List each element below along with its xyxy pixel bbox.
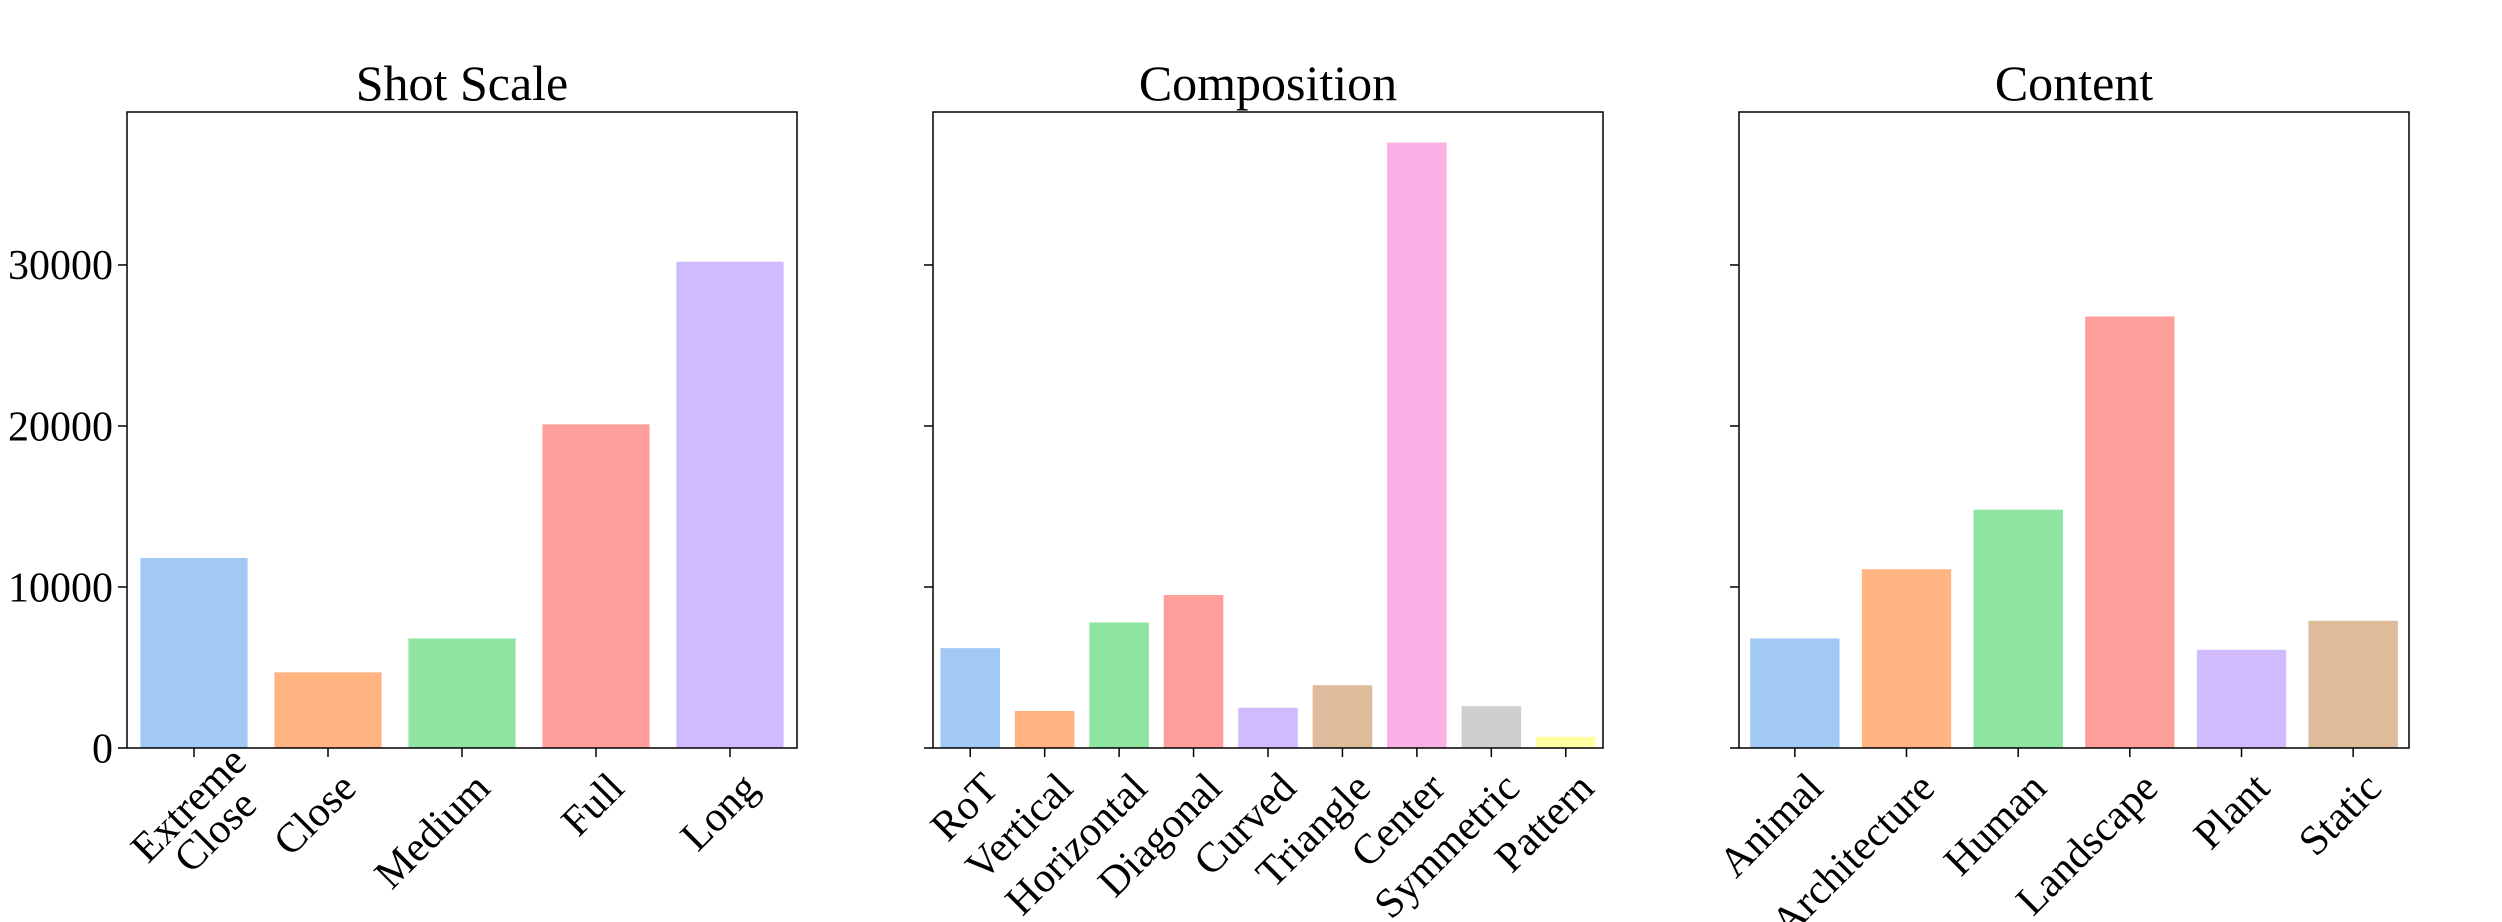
bar-curved bbox=[1238, 707, 1298, 748]
bar-extreme-close bbox=[140, 558, 248, 748]
y-tick-label: 0 bbox=[92, 726, 113, 772]
x-tick-label: Close bbox=[265, 765, 365, 865]
bar-architecture bbox=[1861, 569, 1952, 748]
plot-frame bbox=[1738, 111, 2410, 749]
bar-symmetric bbox=[1461, 706, 1522, 748]
chart-panel-2: CompositionRoTVerticalHorizontalDiagonal… bbox=[922, 55, 1604, 922]
y-tick-label: 30000 bbox=[8, 243, 113, 289]
bar-triangle bbox=[1312, 685, 1373, 748]
x-tick-label: Plant bbox=[2185, 765, 2279, 859]
y-tick-label: 20000 bbox=[8, 404, 113, 450]
bar-diagonal bbox=[1163, 595, 1224, 748]
bar-close bbox=[274, 672, 382, 748]
bar-vertical bbox=[1014, 710, 1075, 748]
chart-title: Composition bbox=[1139, 55, 1397, 111]
x-tick-label: Full bbox=[553, 765, 633, 845]
x-tick-label: Medium bbox=[366, 765, 499, 898]
bar-rot bbox=[940, 648, 1000, 748]
bar-long bbox=[676, 261, 784, 748]
bar-center bbox=[1387, 142, 1447, 749]
bar-medium bbox=[408, 638, 516, 748]
bar-human bbox=[1973, 509, 2063, 748]
plot-frame bbox=[126, 111, 798, 749]
x-tick-label: Long bbox=[672, 765, 767, 860]
bar-landscape bbox=[2085, 316, 2175, 748]
chart-title: Content bbox=[1995, 55, 2153, 111]
bar-pattern bbox=[1536, 736, 1596, 748]
bar-static bbox=[2308, 620, 2398, 748]
chart-title: Shot Scale bbox=[356, 55, 568, 111]
bar-horizontal bbox=[1089, 622, 1149, 748]
bar-animal bbox=[1750, 638, 1840, 748]
bar-plant bbox=[2196, 649, 2287, 748]
y-tick-label: 10000 bbox=[8, 565, 113, 611]
chart-panel-1: Shot Scale ExtremeClose Close Medium Full Lon… bbox=[8, 55, 798, 899]
bar-full bbox=[542, 424, 650, 748]
x-tick-label: ExtremeClose bbox=[123, 739, 283, 899]
x-tick-label: Static bbox=[2290, 765, 2390, 865]
plot-frame bbox=[932, 111, 1604, 749]
